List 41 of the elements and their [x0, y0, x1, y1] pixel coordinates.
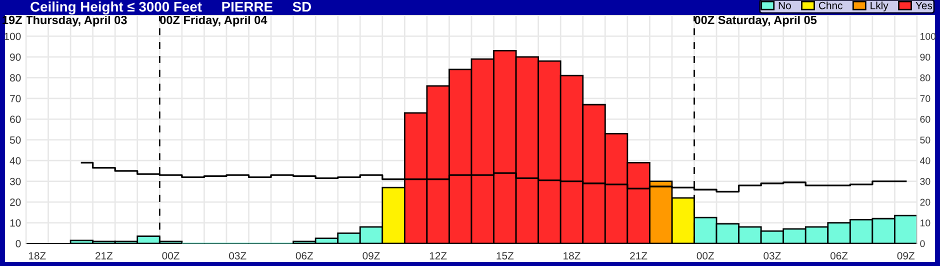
y-tick-label: 40 [10, 157, 21, 164]
x-tick-label: 00Z [162, 252, 180, 260]
legend-label: Chnc [818, 2, 842, 10]
x-tick-label: 06Z [296, 252, 314, 260]
y-tick-label: 10 [10, 219, 21, 227]
y-tick-label: 80 [10, 74, 21, 82]
x-tick-label: 21Z [630, 252, 648, 260]
legend-label: Yes [916, 2, 932, 10]
y2-tick-label: 0 [920, 240, 925, 248]
x-tick-label: 09Z [362, 252, 380, 260]
y2-tick-label: 50 [920, 136, 930, 144]
y2-tick-label: 10 [920, 220, 930, 226]
x-tick-label: 03Z [764, 252, 781, 260]
y-tick-label: 60 [10, 116, 21, 124]
chart-title: Ceiling Height ≤ 3000 Feet PIERRE SD [30, 1, 312, 15]
y2-tick-label: 70 [920, 95, 930, 102]
y2-tick-label: 40 [920, 157, 930, 164]
y-tick-label: 50 [10, 136, 21, 144]
ref-line-label: 00Z Friday, April 04 [160, 16, 268, 27]
y2-tick-label: 90 [920, 54, 930, 61]
y-tick-label: 70 [10, 94, 21, 102]
y2-tick-label: 20 [920, 198, 930, 206]
x-tick-label: 18Z [28, 252, 46, 260]
x-tick-label: 12Z [430, 252, 447, 260]
legend-label: Lkly [870, 2, 888, 12]
y2-tick-label: 60 [920, 116, 930, 123]
y-tick-label: 30 [10, 178, 21, 186]
y-tick-label: 90 [10, 53, 21, 61]
x-tick-label: 06Z [830, 252, 848, 260]
x-tick-label: 21Z [96, 252, 113, 260]
x-tick-label: 00Z [696, 252, 714, 260]
x-tick-label: 03Z [229, 252, 246, 260]
x-tick-label: 09Z [897, 252, 915, 260]
ref-line-label: 00Z Saturday, April 05 [694, 16, 817, 27]
legend-label: No [778, 2, 791, 10]
y2-tick-label: 30 [920, 178, 930, 185]
x-tick-label: 15Z [496, 252, 514, 260]
y-tick-label: 0 [16, 240, 21, 248]
y-tick-label: 20 [10, 198, 21, 206]
x-tick-label: 18Z [564, 252, 580, 260]
y2-tick-label: 80 [920, 74, 930, 82]
